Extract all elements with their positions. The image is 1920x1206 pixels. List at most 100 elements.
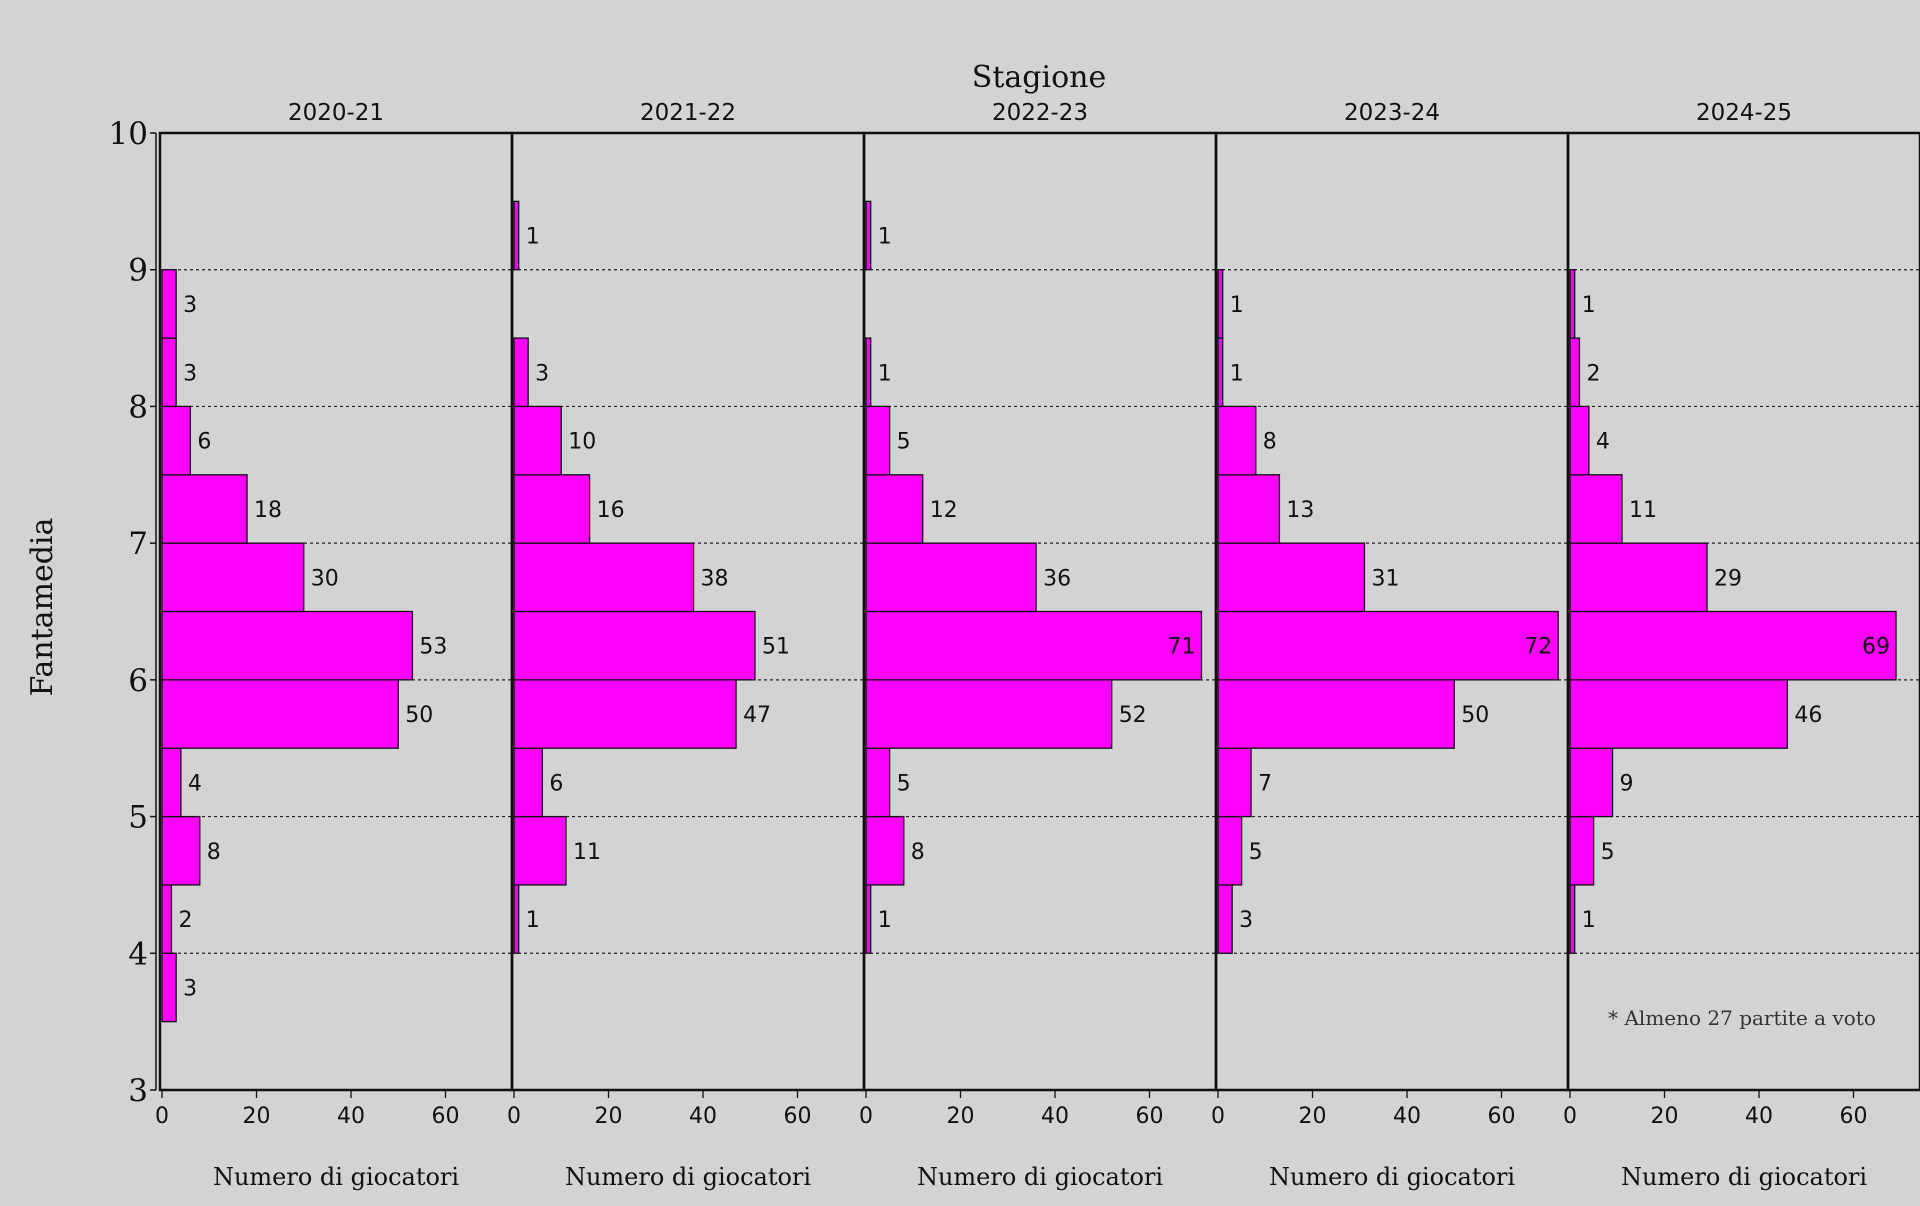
bar bbox=[513, 200, 520, 271]
x-axis-label: Numero di giocatori bbox=[1621, 1163, 1867, 1191]
bar bbox=[865, 884, 872, 954]
bar-value-label: 7 bbox=[1258, 771, 1272, 796]
x-tick-label: 40 bbox=[337, 1104, 365, 1129]
bar-value-label: 5 bbox=[897, 430, 911, 455]
bar-value-label: 6 bbox=[197, 430, 211, 455]
bar bbox=[1569, 815, 1595, 886]
bar-value-label: 72 bbox=[1524, 635, 1552, 660]
bar bbox=[1217, 542, 1366, 613]
x-tick-label: 60 bbox=[1488, 1104, 1516, 1129]
bar bbox=[865, 474, 924, 544]
bar bbox=[1569, 337, 1581, 408]
bar-value-label: 1 bbox=[1582, 293, 1596, 318]
bar bbox=[1569, 747, 1614, 818]
bar-value-label: 8 bbox=[207, 840, 221, 865]
bar bbox=[1217, 679, 1455, 749]
y-axis-label: Fantamedia bbox=[25, 517, 60, 696]
bar-value-label: 51 bbox=[762, 635, 790, 660]
x-tick-label: 40 bbox=[1745, 1104, 1773, 1129]
x-axis-label: Numero di giocatori bbox=[1269, 1163, 1515, 1191]
bar-value-label: 2 bbox=[1586, 361, 1600, 386]
y-tick-label: 8 bbox=[128, 389, 148, 425]
bar bbox=[513, 474, 591, 544]
bar bbox=[1217, 269, 1224, 339]
x-tick-label: 20 bbox=[947, 1104, 975, 1129]
bar-value-label: 3 bbox=[183, 361, 197, 386]
y-tick-label: 10 bbox=[109, 116, 148, 152]
bar-value-label: 5 bbox=[1601, 840, 1615, 865]
bar bbox=[513, 679, 737, 749]
x-tick-label: 40 bbox=[1393, 1104, 1421, 1129]
y-tick-label: 7 bbox=[128, 526, 148, 562]
bar bbox=[161, 815, 201, 886]
bar-value-label: 5 bbox=[1249, 840, 1263, 865]
x-tick-label: 0 bbox=[155, 1104, 169, 1129]
bar bbox=[161, 337, 177, 408]
bar bbox=[1217, 747, 1252, 818]
bar-value-label: 2 bbox=[178, 908, 192, 933]
bar bbox=[513, 405, 562, 476]
bar-value-label: 46 bbox=[1794, 703, 1822, 728]
bar-value-label: 10 bbox=[568, 430, 596, 455]
bar-value-label: 1 bbox=[878, 225, 892, 250]
x-axis-label: Numero di giocatori bbox=[917, 1163, 1163, 1191]
bar-value-label: 71 bbox=[1167, 635, 1195, 660]
x-tick-label: 60 bbox=[432, 1104, 460, 1129]
bar-value-label: 50 bbox=[405, 703, 433, 728]
bar bbox=[1217, 884, 1233, 954]
bar bbox=[1569, 884, 1576, 954]
bar bbox=[513, 337, 529, 408]
bar-value-label: 8 bbox=[911, 840, 925, 865]
x-tick-label: 20 bbox=[595, 1104, 623, 1129]
panel-2023-24: 2023-24 3 5 7 50 72 31 13 8 1 1 0 20 40 60 Numero di gi… bbox=[1211, 100, 1570, 1191]
bar bbox=[1569, 542, 1708, 613]
bar bbox=[513, 884, 520, 954]
bar bbox=[865, 679, 1113, 749]
x-axis-label: Numero di giocatori bbox=[213, 1163, 459, 1191]
bar-value-label: 36 bbox=[1043, 566, 1071, 591]
bar-value-label: 4 bbox=[1596, 430, 1610, 455]
x-axis-label: Numero di giocatori bbox=[565, 1163, 811, 1191]
bar bbox=[1569, 610, 1897, 681]
x-tick-label: 0 bbox=[1563, 1104, 1577, 1129]
bar bbox=[1217, 474, 1281, 544]
bar bbox=[865, 610, 1203, 681]
bar-value-label: 53 bbox=[419, 635, 447, 660]
y-tick-label: 9 bbox=[128, 253, 148, 289]
x-tick-label: 20 bbox=[1299, 1104, 1327, 1129]
bar-value-label: 18 bbox=[254, 498, 282, 523]
bar-value-label: 4 bbox=[188, 771, 202, 796]
bar-value-label: 3 bbox=[535, 361, 549, 386]
bar bbox=[1217, 610, 1559, 681]
panel-title: 2024-25 bbox=[1696, 100, 1792, 126]
bar bbox=[513, 815, 567, 886]
y-tick-label: 5 bbox=[128, 800, 148, 836]
bar bbox=[161, 610, 414, 681]
bar bbox=[513, 747, 544, 818]
x-tick-label: 60 bbox=[784, 1104, 812, 1129]
bar-value-label: 11 bbox=[1629, 498, 1657, 523]
bar bbox=[161, 747, 182, 818]
bar-value-label: 31 bbox=[1371, 566, 1399, 591]
bar-value-label: 1 bbox=[1230, 293, 1244, 318]
bar bbox=[865, 747, 891, 818]
bar bbox=[1217, 405, 1257, 476]
bar-value-label: 1 bbox=[878, 908, 892, 933]
bar bbox=[161, 405, 192, 476]
bar bbox=[865, 405, 891, 476]
bar-value-label: 6 bbox=[549, 771, 563, 796]
bar bbox=[513, 610, 756, 681]
bar-value-label: 1 bbox=[878, 361, 892, 386]
bar bbox=[161, 952, 177, 1023]
bar bbox=[865, 542, 1037, 613]
x-tick-label: 60 bbox=[1840, 1104, 1868, 1129]
bar bbox=[865, 200, 872, 271]
panel-title: 2023-24 bbox=[1344, 100, 1440, 126]
bar bbox=[161, 474, 248, 544]
bar-value-label: 16 bbox=[597, 498, 625, 523]
y-tick-label: 3 bbox=[128, 1073, 148, 1109]
bar-value-label: 12 bbox=[930, 498, 958, 523]
bar-value-label: 1 bbox=[1582, 908, 1596, 933]
